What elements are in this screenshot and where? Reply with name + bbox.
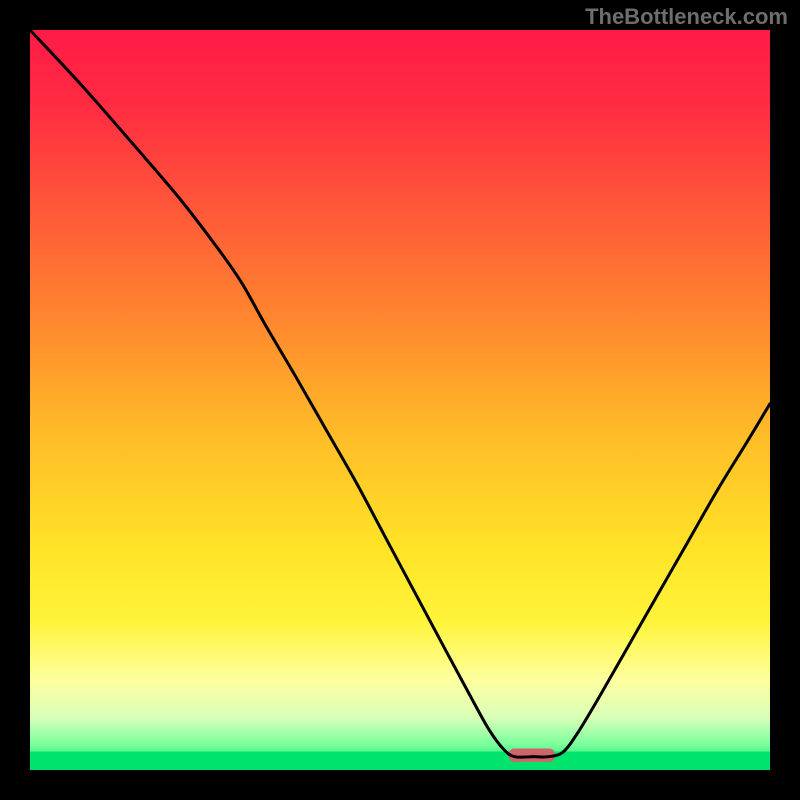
- chart-frame: TheBottleneck.com: [0, 0, 800, 800]
- bottom-green-band: [30, 752, 770, 771]
- plot-gradient-background: [30, 30, 770, 770]
- bottleneck-chart: [0, 0, 800, 800]
